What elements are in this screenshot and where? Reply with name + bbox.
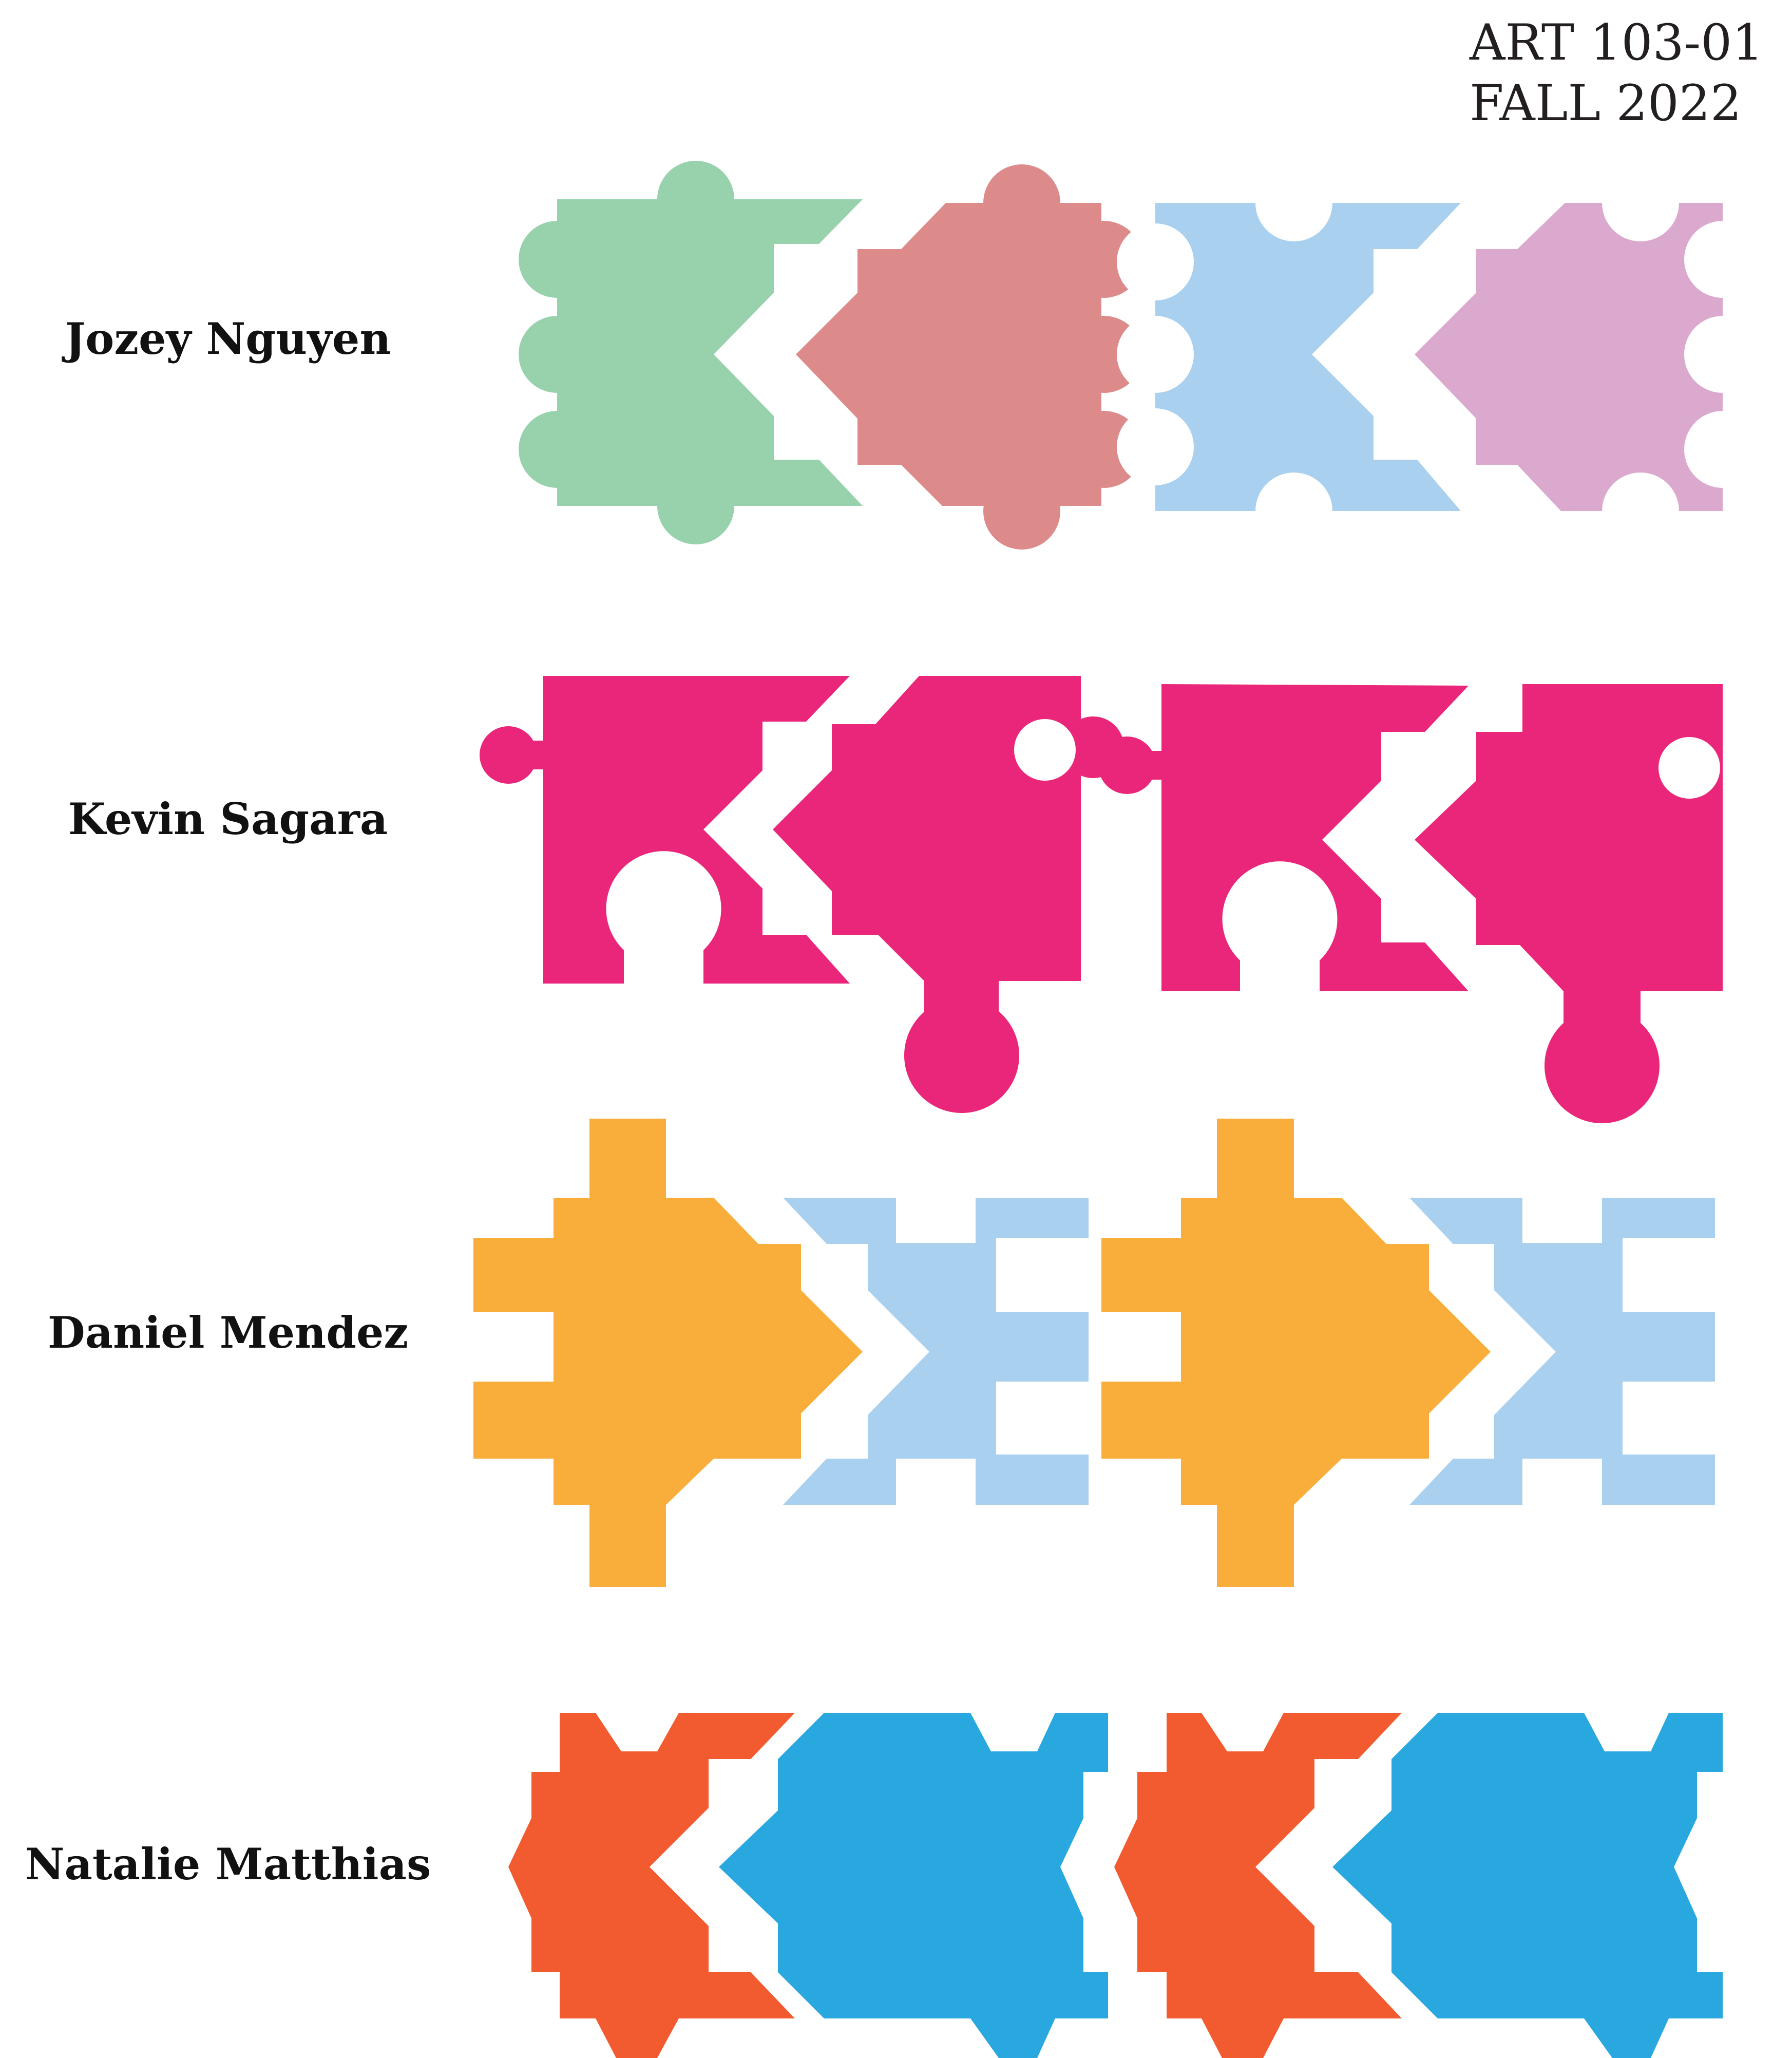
row-natalie-artwork — [508, 1713, 1723, 2058]
piece-magenta-3-stem — [1132, 751, 1168, 780]
piece-lightblue-notch — [1117, 316, 1194, 393]
piece-magenta-1-stem — [513, 741, 549, 769]
puzzle-piece-orange-1 — [473, 1119, 863, 1587]
piece-lavender-notch — [1602, 164, 1679, 241]
piece-lightblue-notch — [1255, 473, 1332, 550]
piece-orange-2-body — [1101, 1119, 1491, 1587]
piece-magenta-2-notch — [1014, 719, 1076, 781]
row-daniel-artwork — [473, 1119, 1715, 1587]
piece-magenta-2-stem — [924, 976, 999, 1017]
puzzle-piece-magenta-2 — [773, 676, 1124, 1113]
piece-salmon-body — [796, 203, 1101, 506]
puzzle-piece-magenta-4 — [1415, 684, 1723, 1123]
piece-lavender-notch — [1684, 316, 1761, 393]
puzzle-piece-magenta-3 — [1098, 684, 1469, 991]
piece-salmon-knob — [983, 473, 1060, 550]
row-kevin-artwork — [480, 676, 1723, 1123]
piece-magenta-4-notch — [1658, 737, 1720, 799]
row-jozey-artwork — [519, 161, 1761, 550]
piece-orange-1-body — [473, 1119, 863, 1587]
piece-green-knob — [519, 221, 596, 298]
piece-lavender-notch — [1684, 411, 1761, 488]
piece-lightblue-body — [1155, 203, 1461, 511]
piece-green-knob — [519, 411, 596, 488]
puzzle-piece-blue-2 — [1332, 1713, 1723, 2058]
piece-lavender-body — [1415, 203, 1723, 511]
piece-lightblue-notch — [1117, 223, 1194, 300]
piece-magenta-4-stem — [1564, 986, 1641, 1027]
piece-lightblue-notch — [1117, 408, 1194, 485]
piece-lightblue-notch — [1255, 164, 1332, 241]
piece-green-knob — [657, 161, 734, 238]
puzzle-piece-lightblue — [1117, 164, 1461, 550]
puzzle-piece-lavender — [1415, 164, 1761, 550]
piece-blue-2-body — [1332, 1713, 1723, 2058]
piece-salmon-knob — [983, 164, 1060, 241]
piece-lavender-notch — [1684, 221, 1761, 298]
piece-magenta-4-body — [1415, 684, 1723, 1022]
piece-lavender-notch — [1602, 473, 1679, 550]
puzzle-piece-orange-2 — [1101, 1119, 1491, 1587]
piece-green-knob — [657, 467, 734, 544]
piece-green-knob — [519, 316, 596, 393]
